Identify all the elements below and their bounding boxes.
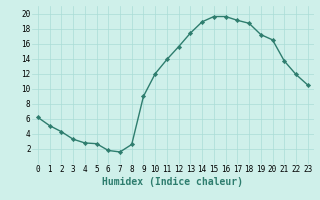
X-axis label: Humidex (Indice chaleur): Humidex (Indice chaleur): [102, 177, 243, 187]
